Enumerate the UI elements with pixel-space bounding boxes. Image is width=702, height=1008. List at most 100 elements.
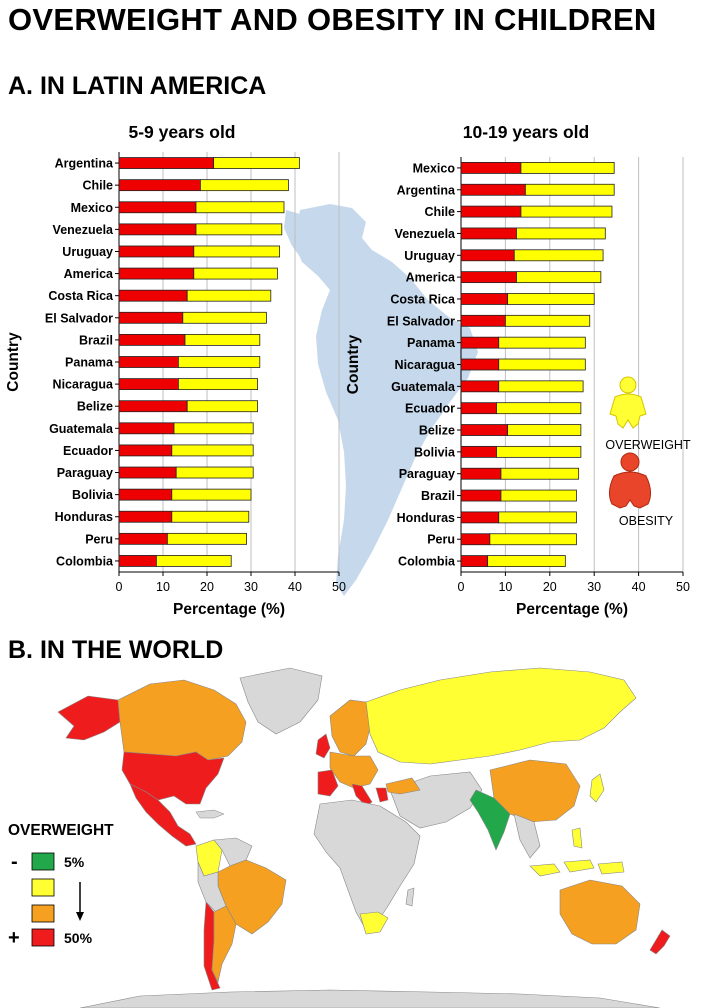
map-new-zealand <box>649 929 671 955</box>
map-colombia <box>195 839 223 877</box>
bar-5-9-belize-obesity <box>118 400 188 413</box>
map-legend-swatch-red <box>31 928 55 947</box>
bar-5-9-el-salvador-overweight <box>182 311 267 324</box>
bar-10-19-uruguay-overweight <box>513 249 604 262</box>
charts-area: Argentina Chile Mexico Venezuela Uruguay Amer… <box>5 122 691 618</box>
bar-10-19-brazil-overweight <box>500 489 577 502</box>
bar-10-19-nicaragua-obesity <box>460 358 500 371</box>
bar-10-19-argentina-obesity <box>460 183 526 196</box>
x-tick-label-5-9-20: 20 <box>200 580 214 594</box>
bar-10-19-mexico-overweight <box>520 162 615 174</box>
bar-10-19-guatemala-overweight <box>498 380 584 393</box>
bar-5-9-brazil-overweight <box>184 333 261 346</box>
x-tick-label-5-9-50: 50 <box>332 580 346 594</box>
x-tick-label-5-9-10: 10 <box>156 580 170 594</box>
map-brazil <box>217 859 287 935</box>
category-label-10-19-colombia: Colombia <box>398 555 456 569</box>
bar-10-19-paraguay-overweight <box>500 467 580 480</box>
category-label-5-9-paraguay: Paraguay <box>57 466 113 480</box>
y-axis-label-5-9: Country <box>5 332 22 392</box>
category-label-10-19-costa-rica: Costa Rica <box>390 292 456 306</box>
legend-obesity-label: OBESITY <box>619 514 674 528</box>
category-label-10-19-venezuela: Venezuela <box>395 227 456 241</box>
bar-10-19-bolivia-obesity <box>460 445 497 458</box>
map-caribbean <box>195 809 225 819</box>
bar-10-19-america-obesity <box>460 271 517 284</box>
bar-5-9-belize-overweight <box>186 400 258 413</box>
map-greenland <box>239 667 323 735</box>
bar-5-9-bolivia-overweight <box>171 488 252 501</box>
category-label-5-9-america: America <box>64 267 114 281</box>
map-italy-greece <box>351 783 389 807</box>
bar-5-9-ecuador-overweight <box>171 444 254 457</box>
map-usa <box>121 751 225 805</box>
bar-5-9-bolivia-obesity <box>118 488 173 501</box>
bar-10-19-argentina-overweight <box>524 183 615 196</box>
bar-10-19-bolivia-overweight <box>496 445 582 458</box>
bar-10-19-ecuador-overweight <box>496 402 582 415</box>
map-turkey <box>385 777 421 795</box>
x-tick-label-10-19-0: 0 <box>458 580 465 594</box>
map-peru-bolivia <box>197 861 227 915</box>
bar-10-19-mexico-obesity <box>460 162 522 174</box>
map-south-africa <box>359 911 389 935</box>
bar-10-19-ecuador-obesity <box>460 402 497 415</box>
bar-5-9-ecuador-obesity <box>118 444 173 457</box>
category-label-10-19-mexico: Mexico <box>413 161 456 175</box>
bar-10-19-brazil-obesity <box>460 489 502 502</box>
obesity-figure-icon <box>608 452 652 509</box>
central-america-silhouette <box>284 210 322 272</box>
category-label-10-19-chile: Chile <box>424 205 455 219</box>
category-label-5-9-el-salvador: El Salvador <box>45 311 113 325</box>
category-label-5-9-peru: Peru <box>85 532 113 546</box>
map-iberia <box>317 769 339 797</box>
bar-10-19-costa-rica-obesity <box>460 293 509 305</box>
category-label-10-19-guatemala: Guatemala <box>391 380 456 394</box>
category-label-10-19-bolivia: Bolivia <box>414 445 456 459</box>
map-india <box>469 789 511 851</box>
category-label-10-19-honduras: Honduras <box>397 511 455 525</box>
map-legend-swatch-orange <box>31 904 55 923</box>
category-label-5-9-uruguay: Uruguay <box>62 245 113 259</box>
bar-10-19-colombia-obesity <box>460 555 489 567</box>
bar-5-9-argentina-obesity <box>118 157 214 169</box>
bar-10-19-belize-overweight <box>507 424 582 436</box>
category-label-10-19-belize: Belize <box>419 424 455 438</box>
section-b-title: B. IN THE WORLD <box>8 636 224 664</box>
x-tick-label-5-9-30: 30 <box>244 580 258 594</box>
category-label-10-19-uruguay: Uruguay <box>404 249 455 263</box>
x-tick-label-10-19-50: 50 <box>676 580 690 594</box>
page-title: OVERWEIGHT AND OBESITY IN CHILDREN <box>8 2 657 37</box>
map-mexico <box>129 783 197 847</box>
map-legend-arrow-icon <box>76 882 84 921</box>
map-uk <box>315 733 331 759</box>
category-label-5-9-belize: Belize <box>77 400 113 414</box>
category-label-5-9-brazil: Brazil <box>79 333 113 347</box>
category-label-10-19-el-salvador: El Salvador <box>387 314 455 328</box>
map-japan <box>589 773 605 803</box>
x-axis-label-10-19: Percentage (%) <box>516 601 628 618</box>
bar-5-9-el-salvador-obesity <box>118 311 184 324</box>
category-label-10-19-america: America <box>406 271 456 285</box>
bar-5-9-costa-rica-obesity <box>118 289 188 302</box>
x-axis-label-5-9: Percentage (%) <box>173 601 285 618</box>
map-canada <box>117 679 247 761</box>
chart-5-9-years: Argentina Chile Mexico Venezuela Uruguay Amer… <box>5 122 346 618</box>
map-madagascar <box>405 887 415 907</box>
category-label-5-9-bolivia: Bolivia <box>72 488 114 502</box>
map-philippines <box>571 827 583 849</box>
map-australia <box>559 879 641 945</box>
map-legend-swatch-yellow <box>31 878 55 897</box>
chart-10-19-years: Mexico Argentina Chile Venezuela Uruguay Amer… <box>345 122 690 618</box>
chart-title-10-19: 10-19 years old <box>463 122 589 142</box>
map-antarctica <box>79 989 661 1008</box>
category-label-5-9-venezuela: Venezuela <box>53 223 114 237</box>
category-label-5-9-chile: Chile <box>82 179 113 193</box>
bar-5-9-panama-obesity <box>118 356 179 368</box>
category-label-10-19-ecuador: Ecuador <box>405 402 455 416</box>
bar-10-19-paraguay-obesity <box>460 467 502 480</box>
map-russia <box>365 667 637 765</box>
category-label-10-19-peru: Peru <box>427 533 455 547</box>
x-tick-label-10-19-40: 40 <box>632 580 646 594</box>
bar-10-19-panama-overweight <box>498 336 586 349</box>
